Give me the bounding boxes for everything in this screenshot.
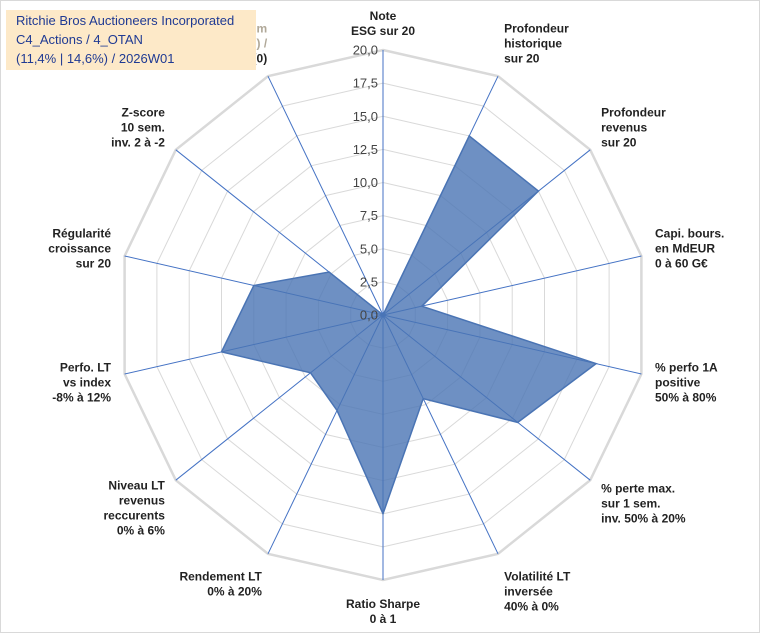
tick-label: 5,0 <box>360 241 378 256</box>
axis-label: Ratio Sharpe 0 à 1 <box>346 597 420 626</box>
axis-label-line: Profondeur <box>601 106 666 120</box>
tick-label: 12,5 <box>353 142 378 157</box>
axis-label-line: Volatilité LT <box>504 569 571 583</box>
title-box: Ritchie Bros Auctioneers Incorporated C4… <box>6 10 256 70</box>
axis-label: Profondeur revenus sur 20 <box>601 106 666 150</box>
axis-label-line: Note <box>370 9 397 23</box>
axis-label-line: 0% à 6% <box>117 524 165 538</box>
axis-label-line: en MdEUR <box>655 241 715 255</box>
tick-label: 20,0 <box>353 43 378 58</box>
axis-label-line: sur 20 <box>504 52 540 66</box>
axis-label: Note ESG sur 20 <box>351 9 415 38</box>
axis-label: Niveau LT revenus reccurents 0% à 6% <box>104 479 166 538</box>
axis-label: % perfo 1A positive 50% à 80% <box>655 361 718 405</box>
radar-tick-labels: 0,0 2,5 5,0 7,5 10,0 12,5 15,0 17,5 20,0 <box>353 43 378 323</box>
axis-label-line: sur 1 sem. <box>601 497 660 511</box>
axis-label-line: -8% à 12% <box>52 391 111 405</box>
axis-label-line: Profondeur <box>504 22 569 36</box>
tick-label: 10,0 <box>353 175 378 190</box>
axis-label-line: historique <box>504 37 562 51</box>
axis-label-line: 0 à 60 G€ <box>655 256 708 270</box>
chart-period: (11,4% | 14,6%) / 2026W01 <box>16 51 175 66</box>
axis-label-line: % perfo 1A <box>655 361 718 375</box>
axis-label-line: inversée <box>504 584 553 598</box>
tick-label: 0,0 <box>360 308 378 323</box>
axis-label-line: Z-score <box>122 106 166 120</box>
axis-label-line: positive <box>655 376 701 390</box>
tick-label: 2,5 <box>360 274 378 289</box>
chart-title: Ritchie Bros Auctioneers Incorporated <box>16 13 235 28</box>
axis-label-line: revenus <box>601 121 647 135</box>
axis-label-line: Capi. bours. <box>655 226 724 240</box>
axis-label: Volatilité LT inversée 40% à 0% <box>504 569 571 613</box>
axis-label-line: 40% à 0% <box>504 599 559 613</box>
tick-label: 17,5 <box>353 76 378 91</box>
axis-label-line: sur 20 <box>76 256 112 270</box>
chart-subtitle: C4_Actions / 4_OTAN <box>16 32 143 47</box>
axis-label-line: 0% à 20% <box>207 584 262 598</box>
axis-label-line: Rendement LT <box>179 569 262 583</box>
axis-spoke <box>267 75 384 316</box>
axis-label-line: inv. 2 à -2 <box>111 136 165 150</box>
axis-label: Capi. bours. en MdEUR 0 à 60 G€ <box>655 226 724 270</box>
axis-label: Perfo. LT vs index -8% à 12% <box>52 361 111 405</box>
axis-label-line: sur 20 <box>601 136 637 150</box>
axis-label-line: vs index <box>63 376 111 390</box>
series-area <box>220 134 598 516</box>
axis-spoke <box>382 255 642 316</box>
axis-label-line: % perte max. <box>601 482 675 496</box>
axis-label-line: reccurents <box>104 509 166 523</box>
axis-label-line: Niveau LT <box>108 479 165 493</box>
axis-label-line: ESG sur 20 <box>351 24 415 38</box>
axis-label-line: Ratio Sharpe <box>346 597 420 611</box>
tick-label: 7,5 <box>360 208 378 223</box>
axis-label: Rendement LT 0% à 20% <box>179 569 262 598</box>
axis-label: % perte max. sur 1 sem. inv. 50% à 20% <box>601 482 686 526</box>
axis-label-line: Régularité <box>52 226 111 240</box>
axis-label-line: revenus <box>119 494 165 508</box>
axis-label: Profondeur historique sur 20 <box>504 22 569 66</box>
axis-label-line: croissance <box>48 241 111 255</box>
axis-label: Z-score 10 sem. inv. 2 à -2 <box>111 106 165 150</box>
axis-label: Régularité croissance sur 20 <box>48 226 111 270</box>
axis-label-line: 0 à 1 <box>370 612 397 626</box>
axis-label-line: 50% à 80% <box>655 391 717 405</box>
axis-label-line: inv. 50% à 20% <box>601 512 686 526</box>
axis-label-line: 10 sem. <box>121 121 165 135</box>
axis-label-line: Perfo. LT <box>60 361 112 375</box>
tick-label: 15,0 <box>353 109 378 124</box>
radar-series <box>220 134 598 516</box>
